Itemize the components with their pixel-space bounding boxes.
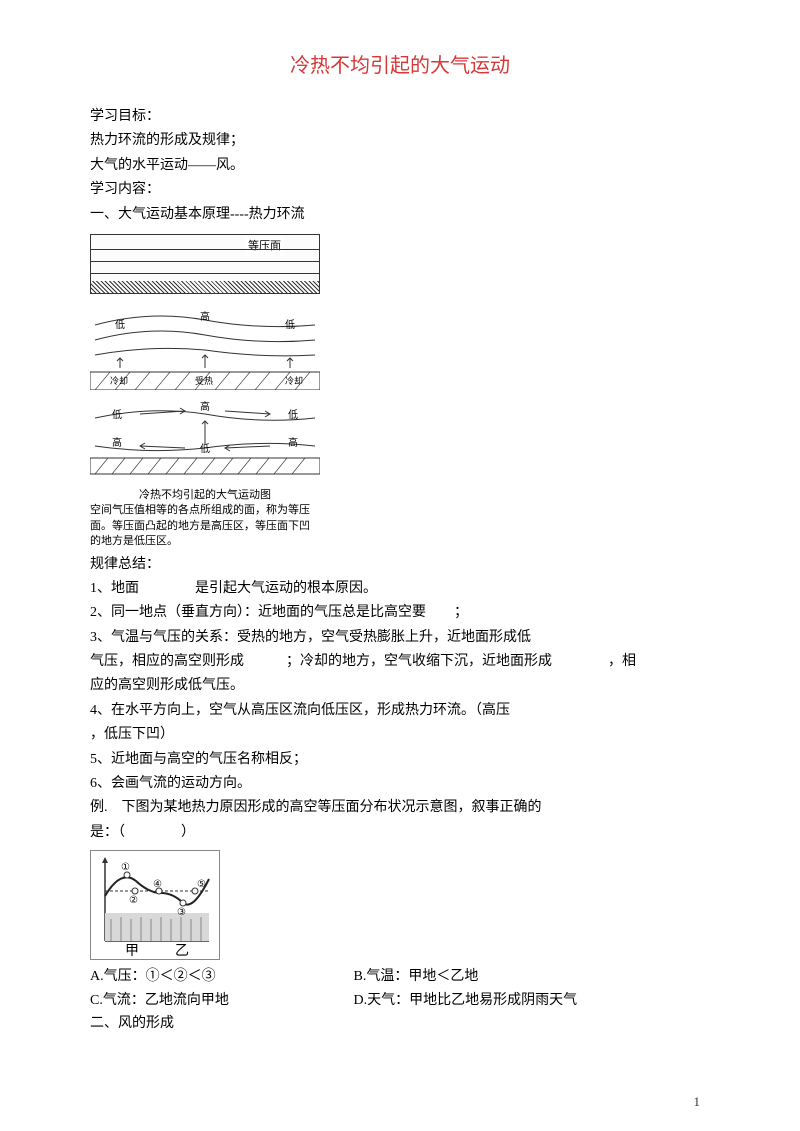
option-c: C.气流：乙地流向甲地	[90, 990, 350, 1012]
isobar-label: 等压面	[245, 238, 284, 256]
chart-xlabel-2: 乙	[175, 943, 189, 959]
example-line-1: 例. 下图为某地热力原因形成的高空等压面分布状况示意图，叙事正确的	[90, 797, 710, 819]
caption-body: 空间气压值相等的各点所组成的面，称为等压面。等压面凸起的地方是高压区，等压面下凹…	[90, 503, 320, 549]
learning-goals-heading: 学习目标：	[90, 106, 710, 128]
rule-5: 5、近地面与高空的气压名称相反；	[90, 749, 710, 771]
rule-1: 1、地面 是引起大气运动的根本原因。	[90, 578, 710, 600]
option-b: B.气温：甲地＜乙地	[354, 969, 479, 984]
rule-4b: ，低压下凹）	[90, 724, 710, 746]
page-title: 冷热不均引起的大气运动	[90, 50, 710, 82]
svg-text:低: 低	[115, 318, 125, 331]
chart-xlabel-1: 甲	[125, 944, 139, 959]
isobar-chart: ① ② ③ ④ ⑤ 甲 乙	[90, 850, 220, 960]
learning-content-heading: 学习内容：	[90, 179, 710, 201]
rule-4a: 4、在水平方向上，空气从高压区流向低压区，形成热力环流。（高压	[90, 700, 710, 722]
example-line-2: 是：（ ）	[90, 822, 710, 844]
rule-2: 2、同一地点（垂直方向）：近地面的气压总是比高空要 ；	[90, 602, 710, 624]
chart-label-1: ①	[121, 862, 130, 873]
svg-text:高: 高	[112, 436, 122, 449]
caption-title: 冷热不均引起的大气运动图	[90, 488, 320, 503]
section-1-heading: 一、大气运动基本原理----热力环流	[90, 204, 710, 226]
rule-3a: 3、气温与气压的关系：受热的地方，空气受热膨胀上升，近地面形成低	[90, 627, 710, 649]
diagram-2: 高 低 低 冷却 受热 冷却	[90, 300, 320, 390]
page-number: 1	[694, 1092, 701, 1113]
chart-label-5: ⑤	[197, 879, 206, 890]
svg-text:受热: 受热	[195, 375, 213, 386]
rule-3b: 气压，相应的高空则形成 ；冷却的地方，空气收缩下沉，近地面形成 ，相	[90, 651, 710, 673]
chart-label-3: ③	[177, 907, 186, 918]
section-2-heading: 二、风的形成	[90, 1013, 710, 1035]
rule-3c: 应的高空则形成低气压。	[90, 675, 710, 697]
diagram-3: 低 高 低 高 低 高	[90, 396, 320, 486]
svg-text:高: 高	[288, 436, 298, 449]
svg-text:低: 低	[285, 318, 295, 331]
chart-label-2: ②	[129, 895, 138, 906]
diagram-1: 等压面 高 低 低 冷却 受热 冷却	[90, 234, 710, 550]
option-a: A.气压：①＜②＜③	[90, 966, 350, 988]
svg-text:高: 高	[200, 400, 210, 413]
svg-text:冷却: 冷却	[110, 375, 128, 386]
svg-text:高: 高	[200, 310, 210, 323]
option-d: D.天气：甲地比乙地易形成阴雨天气	[354, 993, 578, 1008]
svg-text:低: 低	[112, 408, 122, 421]
chart-label-4: ④	[153, 879, 162, 890]
rule-6: 6、会画气流的运动方向。	[90, 773, 710, 795]
goal-2: 大气的水平运动——风。	[90, 155, 710, 177]
svg-text:低: 低	[288, 408, 298, 421]
answer-options: A.气压：①＜②＜③ B.气温：甲地＜乙地 C.气流：乙地流向甲地 D.天气：甲…	[90, 966, 710, 1012]
svg-text:冷却: 冷却	[285, 375, 303, 386]
rules-heading: 规律总结：	[90, 554, 710, 576]
diagram-caption: 冷热不均引起的大气运动图 空间气压值相等的各点所组成的面，称为等压面。等压面凸起…	[90, 488, 320, 550]
goal-1: 热力环流的形成及规律；	[90, 130, 710, 152]
